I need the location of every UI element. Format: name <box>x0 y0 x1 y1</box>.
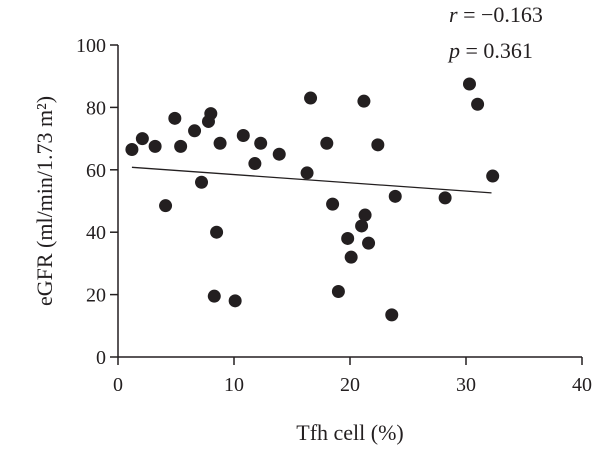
x-axis-label: Tfh cell (%) <box>296 420 404 445</box>
data-point <box>438 191 452 205</box>
y-tick-label: 60 <box>86 160 106 182</box>
data-point <box>195 175 209 189</box>
data-point <box>159 199 173 213</box>
r-value: = −0.163 <box>458 2 543 27</box>
data-point <box>204 107 218 121</box>
data-point <box>388 189 402 203</box>
p-value-annotation: p = 0.361 <box>447 38 533 63</box>
x-tick-label: 0 <box>113 374 123 396</box>
data-point <box>174 139 188 153</box>
p-value: = 0.361 <box>460 38 533 63</box>
data-point <box>331 284 345 298</box>
p-symbol: p <box>447 38 460 63</box>
data-point <box>355 219 369 233</box>
r-symbol: r <box>449 2 458 27</box>
data-point <box>207 289 221 303</box>
data-point <box>471 97 485 111</box>
data-point <box>210 225 224 239</box>
data-point <box>148 139 162 153</box>
y-axis-label: eGFR (ml/min/1.73 m²) <box>32 96 57 306</box>
y-tick-label: 0 <box>96 347 106 369</box>
data-points <box>125 77 500 322</box>
trend-line <box>131 166 492 194</box>
x-tick-label: 40 <box>572 374 592 396</box>
data-point <box>304 91 318 105</box>
data-point <box>385 308 399 322</box>
data-point <box>486 169 500 183</box>
data-point <box>168 111 182 125</box>
y-ticks: 0 20 40 60 80 100 <box>76 35 118 369</box>
axes <box>117 45 582 358</box>
data-point <box>320 136 334 150</box>
y-tick-label: 100 <box>76 35 106 57</box>
y-tick-label: 20 <box>86 285 106 307</box>
x-tick-label: 20 <box>340 374 360 396</box>
data-point <box>462 77 476 91</box>
x-tick-label: 30 <box>456 374 476 396</box>
x-tick-label: 10 <box>224 374 244 396</box>
data-point <box>371 138 385 152</box>
data-point <box>135 132 149 146</box>
y-tick-label: 40 <box>86 222 106 244</box>
data-point <box>228 294 242 308</box>
data-point <box>236 128 250 142</box>
data-point <box>254 136 268 150</box>
data-point <box>213 136 227 150</box>
data-point <box>272 147 286 161</box>
data-point <box>125 143 139 157</box>
data-point <box>300 166 314 180</box>
data-point <box>188 124 202 138</box>
data-point <box>357 94 371 108</box>
correlation-r-annotation: r = −0.163 <box>449 2 543 27</box>
data-point <box>362 236 376 250</box>
data-point <box>358 208 372 222</box>
x-ticks: 0 10 20 30 40 <box>113 357 592 396</box>
y-tick-label: 80 <box>86 97 106 119</box>
data-point <box>344 250 358 264</box>
data-point <box>341 231 355 245</box>
data-point <box>248 157 262 171</box>
data-point <box>326 197 340 211</box>
